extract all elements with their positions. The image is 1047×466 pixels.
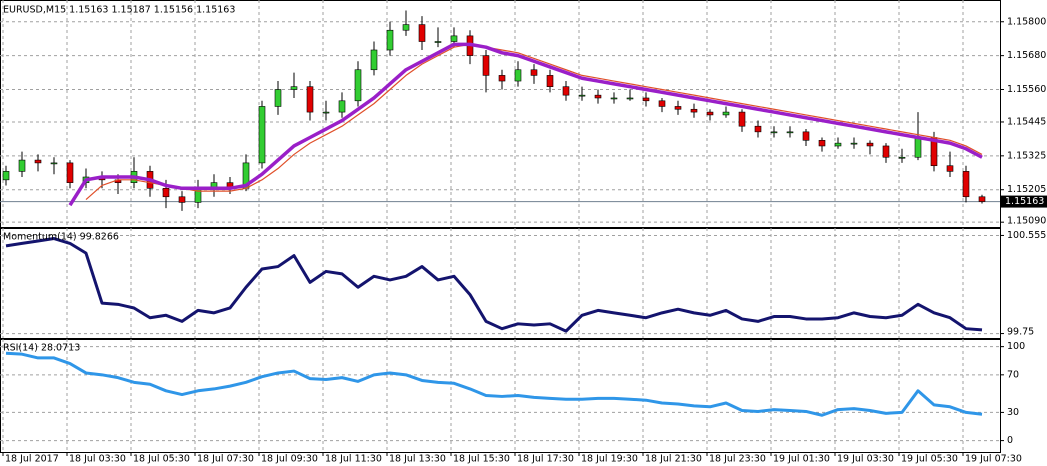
x-tick-label: 18 Jul 19:30 <box>581 454 638 465</box>
last-price-label: 1.15163 <box>1005 196 1044 207</box>
x-tick-label: 18 Jul 09:30 <box>261 454 318 465</box>
y-tick-label: 1.15800 <box>1007 16 1046 27</box>
chart-title: EURUSD,M15 1.15163 1.15187 1.15156 1.151… <box>3 5 235 16</box>
candle-body <box>274 89 282 107</box>
y-tick-label: 1.15090 <box>1007 216 1046 227</box>
candle-body <box>354 69 362 102</box>
x-tick-label: 18 Jul 03:30 <box>69 454 126 465</box>
candle-body <box>626 97 634 100</box>
candle-body <box>514 69 522 82</box>
candle-body <box>178 196 186 203</box>
x-tick-label: 19 Jul 03:30 <box>837 454 894 465</box>
y-tick-label: 99.75 <box>1007 327 1034 338</box>
candle-body <box>722 111 730 116</box>
candle-body <box>818 140 826 147</box>
indicator-title: RSI(14) 28.0713 <box>3 343 80 354</box>
candle-body <box>434 41 442 43</box>
candle-body <box>322 111 330 114</box>
y-tick-label: 70 <box>1007 369 1019 380</box>
candle-body <box>162 188 170 198</box>
candle-body <box>706 111 714 116</box>
y-tick-label: 30 <box>1007 407 1019 418</box>
candle-body <box>530 69 538 76</box>
candle-body <box>786 131 794 134</box>
x-tick-label: 18 Jul 05:30 <box>133 454 190 465</box>
x-tick-label: 18 Jul 21:30 <box>645 454 702 465</box>
y-tick-label: 1.15205 <box>1007 184 1046 195</box>
candle-body <box>642 97 650 102</box>
y-tick-label: 1.15445 <box>1007 116 1046 127</box>
indicator-line <box>5 237 983 333</box>
candle-body <box>866 142 874 147</box>
candle-body <box>338 100 346 113</box>
candle-body <box>290 86 298 90</box>
panel-frame <box>0 339 1001 453</box>
candle-body <box>386 29 394 51</box>
candle-body <box>914 137 922 158</box>
candle-body <box>34 159 42 164</box>
candle-body <box>610 97 618 100</box>
x-tick-label: 18 Jul 13:30 <box>389 454 446 465</box>
candle-body <box>66 162 74 183</box>
candle-body <box>498 75 506 82</box>
candle-body <box>770 131 778 134</box>
candle-body <box>2 171 10 181</box>
candle-body <box>546 75 554 87</box>
x-tick-label: 18 Jul 2017 <box>5 454 59 465</box>
y-tick-label: 100.5553 <box>1007 230 1047 241</box>
indicator-title: Momentum(14) 99.8266 <box>3 232 119 243</box>
x-tick-label: 19 Jul 07:30 <box>965 454 1022 465</box>
x-tick-label: 19 Jul 05:30 <box>901 454 958 465</box>
candle-body <box>738 111 746 127</box>
x-tick-label: 18 Jul 11:30 <box>325 454 382 465</box>
candle-body <box>482 55 490 76</box>
candle-body <box>690 108 698 113</box>
panel-frame <box>0 0 1001 228</box>
y-tick-label: 1.15680 <box>1007 50 1046 61</box>
x-tick-label: 18 Jul 15:30 <box>453 454 510 465</box>
candle-body <box>306 86 314 113</box>
candle-body <box>802 131 810 141</box>
panel-frame <box>0 228 1001 339</box>
candle-body <box>594 94 602 99</box>
candle-body <box>962 171 970 198</box>
x-tick-label: 18 Jul 23:30 <box>709 454 766 465</box>
candle-body <box>674 106 682 110</box>
moving-average <box>85 43 983 201</box>
candle-body <box>258 106 266 164</box>
candle-body <box>834 142 842 147</box>
candle-body <box>450 35 458 42</box>
candle-body <box>898 156 906 159</box>
x-tick-label: 19 Jul 01:30 <box>773 454 830 465</box>
candle-body <box>18 159 26 172</box>
y-tick-label: 1.15560 <box>1007 84 1046 95</box>
candle-body <box>418 24 426 42</box>
candle-body <box>946 165 954 172</box>
x-tick-label: 18 Jul 07:30 <box>197 454 254 465</box>
candle-body <box>658 100 666 107</box>
y-tick-label: 1.15325 <box>1007 150 1046 161</box>
candle-body <box>562 86 570 96</box>
y-tick-label: 100 <box>1007 341 1025 352</box>
candle-body <box>882 145 890 158</box>
candle-body <box>370 49 378 71</box>
last-price-box <box>1001 195 1047 208</box>
indicator-line <box>5 351 983 417</box>
y-tick-label: 0 <box>1007 435 1013 446</box>
candle-body <box>850 142 858 145</box>
candle-body <box>578 94 586 97</box>
candle-body <box>754 125 762 133</box>
candle-body <box>402 24 410 31</box>
candle-body <box>50 162 58 165</box>
x-tick-label: 18 Jul 17:30 <box>517 454 574 465</box>
moving-average <box>68 42 983 207</box>
candle-body <box>978 196 986 202</box>
